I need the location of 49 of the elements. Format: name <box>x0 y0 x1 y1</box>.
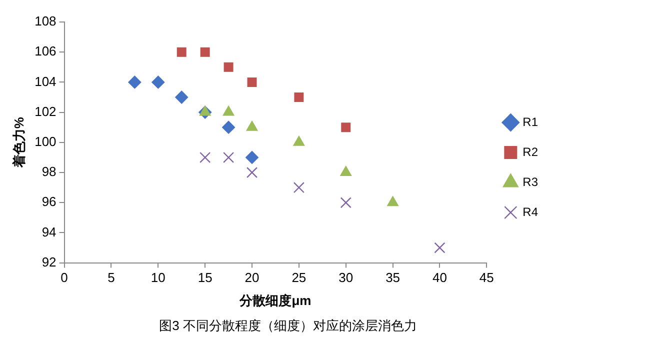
legend-label: R1 <box>522 114 538 129</box>
x-tick-label: 45 <box>479 270 494 286</box>
y-tick-label: 94 <box>42 224 56 240</box>
x-tick-label: 30 <box>338 270 354 286</box>
point <box>222 152 234 163</box>
y-tick-label: 108 <box>34 14 56 29</box>
x-tick-label: 5 <box>108 270 115 286</box>
point <box>387 196 398 206</box>
legend-label: R2 <box>522 144 538 159</box>
point <box>152 76 165 89</box>
point <box>340 197 352 208</box>
point <box>175 90 188 104</box>
caption: 图3 不同分散程度（细度）对应的涂层消色力 <box>158 317 418 335</box>
point <box>294 92 304 102</box>
point <box>199 106 211 116</box>
y-tick-label: 98 <box>42 164 56 180</box>
point <box>128 76 142 89</box>
x-tick-label: 10 <box>150 270 166 286</box>
point <box>341 122 351 132</box>
point <box>246 120 258 131</box>
point <box>340 166 352 176</box>
x-tick-label: 0 <box>60 270 68 286</box>
point <box>222 120 236 134</box>
y-tick-label: 92 <box>42 254 56 270</box>
point <box>246 150 259 164</box>
y-tick-label: 104 <box>34 74 56 89</box>
x-tick-label: 20 <box>244 270 260 286</box>
point <box>224 62 234 72</box>
point <box>293 136 305 146</box>
point <box>434 242 446 254</box>
y-axis-title: 着色力% <box>11 116 26 169</box>
legend-label: R4 <box>522 204 538 219</box>
point <box>200 47 210 57</box>
x-axis-title: 分散细度μm <box>238 292 312 308</box>
y-tick-label: 96 <box>42 194 56 210</box>
x-tick-label: 40 <box>432 270 447 286</box>
point <box>222 106 234 116</box>
point <box>200 152 211 163</box>
x-tick-label: 25 <box>292 270 306 286</box>
legend-label: R3 <box>522 174 538 189</box>
point <box>246 166 258 178</box>
y-tick-label: 100 <box>34 134 56 149</box>
point <box>293 182 304 194</box>
x-tick-label: 15 <box>198 270 212 286</box>
y-tick-label: 106 <box>34 44 56 59</box>
point <box>247 77 257 87</box>
point <box>176 47 186 57</box>
y-tick-label: 102 <box>34 104 56 119</box>
x-tick-label: 35 <box>386 270 400 286</box>
